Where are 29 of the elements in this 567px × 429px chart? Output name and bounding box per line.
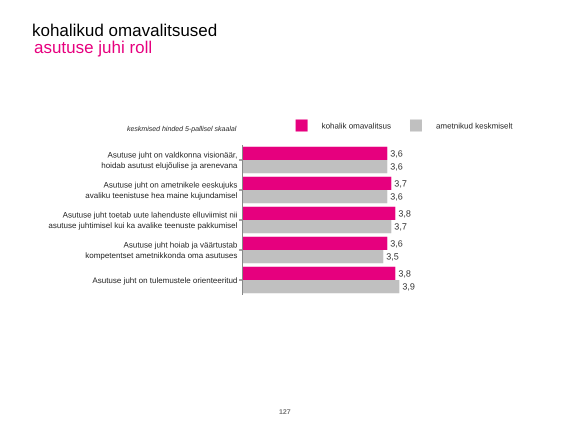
bar <box>243 190 388 204</box>
data-label: 3,7 <box>394 178 407 188</box>
y-tick-label: Asutuse juht hoiab ja väärtustab kompetentset ametnikkonda oma asutuses <box>85 240 238 260</box>
bar <box>243 146 388 160</box>
data-label: 3,7 <box>394 222 407 232</box>
data-label: 3,8 <box>398 268 411 278</box>
chart-title: kohalikud omavalitsused <box>32 20 218 40</box>
bar <box>243 206 396 220</box>
y-tick-label: Asutuse juht on valdkonna visionäär, hoidab asutust elujõulise ja arenevana <box>101 150 238 170</box>
text: asutuse juhi roll <box>34 38 152 57</box>
bar <box>243 160 388 174</box>
y-tick-label: Asutuse juht toetab uute lahenduste elluviimist nii asutuse juhtimisel kui ka avalike teenuste pakkumisel <box>48 210 238 230</box>
bar <box>243 266 396 280</box>
data-label: 3,5 <box>386 252 399 262</box>
bar <box>243 176 392 190</box>
bar <box>243 236 388 250</box>
bar <box>243 280 400 294</box>
bar <box>243 220 392 234</box>
data-label: 3,9 <box>402 282 415 292</box>
legend-label: kohalik omavalitsus <box>322 122 391 131</box>
legend-label: ametnikud keskmiselt <box>436 122 514 131</box>
y-tick-label: Asutuse juht on ametnikele eeskujuks avaliku teenistuse hea maine kujundamisel <box>85 180 238 200</box>
data-label: 3,8 <box>398 208 411 218</box>
data-label: 3,6 <box>390 162 403 172</box>
data-label: 3,6 <box>390 148 403 158</box>
bar <box>243 250 384 264</box>
data-label: 3,6 <box>390 238 403 248</box>
data-label: 3,6 <box>390 192 403 202</box>
y-tick-label: Asutuse juht on tulemustele orienteeritud <box>92 276 238 285</box>
